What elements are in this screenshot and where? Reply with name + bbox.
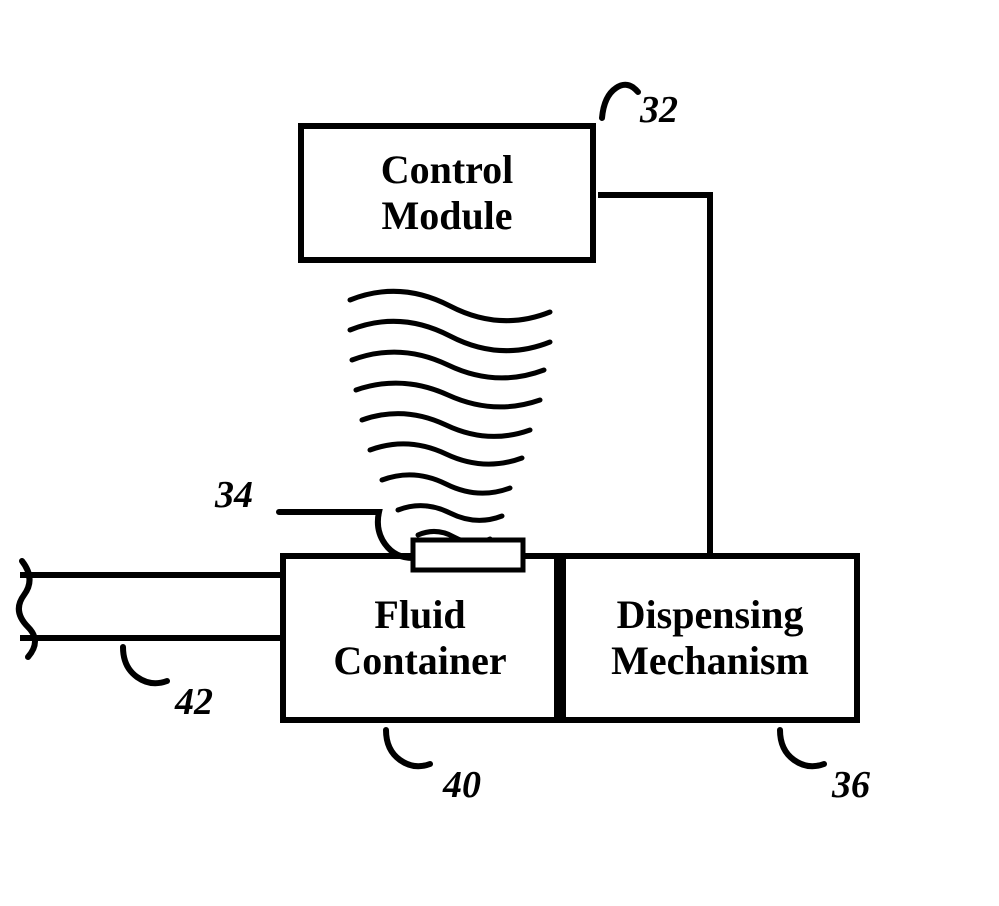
dispensing-mechanism-box: Dispensing Mechanism — [560, 553, 860, 723]
fluid-container-line1: Fluid — [374, 592, 465, 638]
ref-label-42: 42 — [175, 680, 213, 724]
dispensing-mechanism-line1: Dispensing — [617, 592, 804, 638]
ref-label-40: 40 — [443, 763, 481, 807]
control-module-line2: Module — [381, 193, 512, 239]
ref-label-32: 32 — [640, 88, 678, 132]
ref-label-36: 36 — [832, 763, 870, 807]
control-module-box: Control Module — [298, 123, 596, 263]
control-module-line1: Control — [381, 147, 514, 193]
ref-label-34: 34 — [215, 473, 253, 517]
dispensing-mechanism-line2: Mechanism — [611, 638, 809, 684]
fluid-container-line2: Container — [333, 638, 506, 684]
fluid-container-box: Fluid Container — [280, 553, 560, 723]
